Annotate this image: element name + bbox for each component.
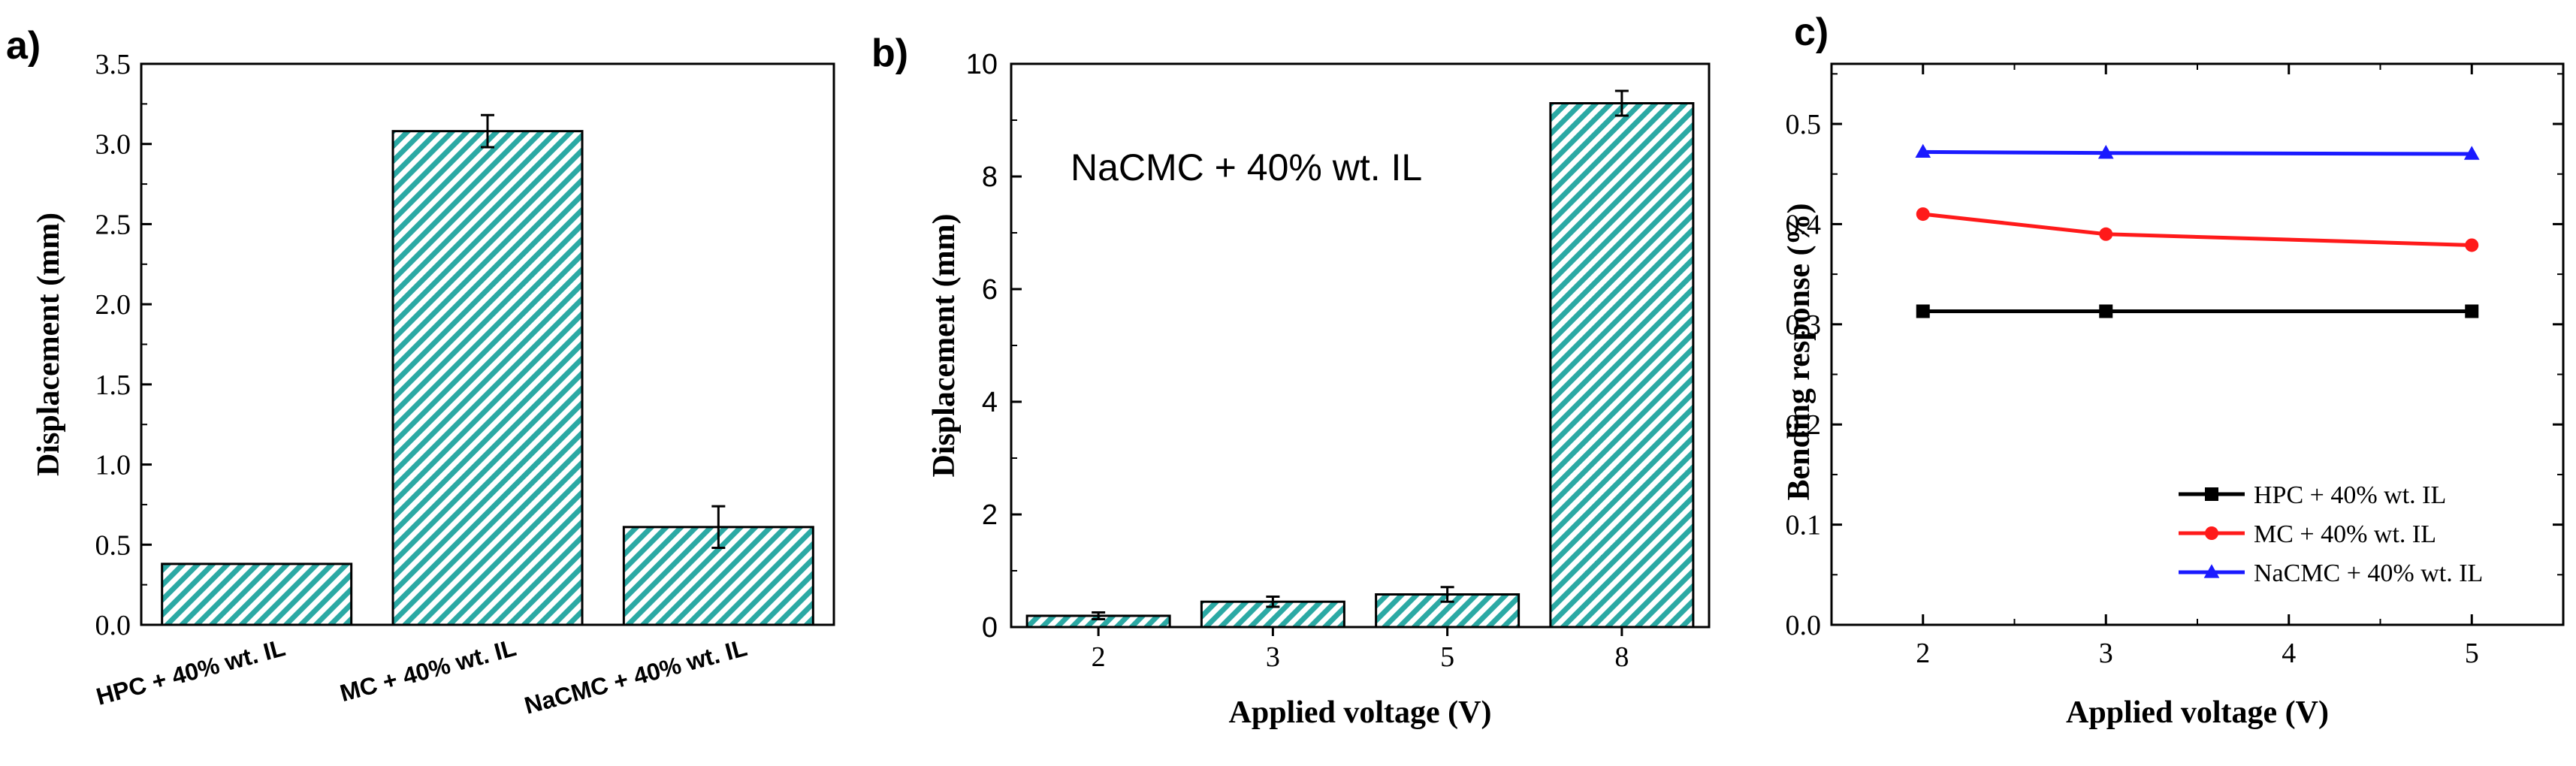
- y-axis-title: Displacement (mm): [32, 213, 66, 476]
- panel-b-bar-chart: 0 2 4 6 8 10 2 3 5 8 NaCMC + 40% wt. IL Applied vol…: [927, 49, 1711, 730]
- series-line: [1922, 149, 2472, 156]
- y-tick-label: 0.3: [1786, 309, 1822, 341]
- y-tick-label: 0.0: [95, 610, 131, 641]
- x-tick-label: 5: [1440, 641, 1454, 673]
- y-tick-label: 0.0: [1786, 610, 1822, 641]
- legend-entry-label: HPC + 40% wt. IL: [2254, 481, 2446, 509]
- marker-triangle: [2097, 144, 2114, 159]
- bar: [1549, 102, 1695, 629]
- x-axis-title: Applied voltage (V): [1229, 695, 1492, 730]
- x-category-label: NaCMC + 40% wt. IL: [521, 634, 750, 719]
- panel-c-label: c): [1794, 11, 1829, 54]
- x-tick-label: 3: [1266, 641, 1280, 673]
- x-tick-label: 8: [1614, 641, 1629, 673]
- bar: [391, 130, 584, 626]
- panel-c-line-chart: 0.0 0.1 0.2 0.3 0.4 0.5 2 3 4 5 HPC + 40% wt. IL MC…: [1782, 62, 2565, 730]
- y-tick-label: 2.5: [95, 209, 131, 240]
- marker-triangle: [2203, 564, 2220, 578]
- bar: [161, 562, 353, 626]
- marker-circle: [2099, 227, 2113, 241]
- legend-entry-label: NaCMC + 40% wt. IL: [2254, 559, 2483, 587]
- y-tick-label: 1.0: [95, 450, 131, 481]
- marker-square: [2465, 304, 2479, 318]
- marker-square: [2205, 487, 2218, 501]
- y-tick-label: 2.0: [95, 289, 131, 321]
- marker-square: [1916, 304, 1930, 318]
- x-category-label: HPC + 40% wt. IL: [93, 634, 288, 710]
- panel-annotation: NaCMC + 40% wt. IL: [1071, 146, 1422, 188]
- marker-circle: [2465, 238, 2479, 252]
- y-tick-label: 4: [982, 387, 998, 418]
- y-tick-label: 2: [982, 499, 998, 531]
- marker-circle: [1916, 207, 1930, 222]
- y-tick-label: 0.2: [1786, 409, 1822, 441]
- y-axis-title: Bending response (%): [1782, 204, 1816, 501]
- x-tick-label: 4: [2282, 638, 2296, 669]
- marker-triangle: [1915, 143, 1931, 158]
- panel-a-label: a): [6, 24, 41, 68]
- x-tick-label: 3: [2099, 638, 2113, 669]
- plot-frame: [1830, 62, 2565, 626]
- x-tick-label: 5: [2465, 638, 2479, 669]
- y-tick-label: 3.0: [95, 129, 131, 161]
- marker-triangle: [2463, 146, 2480, 160]
- y-tick-label: 0: [982, 612, 998, 644]
- y-tick-label: 6: [982, 274, 998, 306]
- y-tick-label: 0.5: [1786, 109, 1822, 140]
- y-tick-label: 0.4: [1786, 209, 1822, 240]
- y-tick-label: 1.5: [95, 369, 131, 401]
- y-tick-label: 0.1: [1786, 510, 1822, 541]
- y-axis-title: Displacement (mm): [927, 213, 962, 477]
- panel-a-bar-chart: 0.0 0.5 1.0 1.5 2.0 2.5 3.0 3.5 HPC + 40% wt. IL…: [32, 49, 835, 719]
- y-tick-label: 3.5: [95, 49, 131, 80]
- y-tick-label: 8: [982, 161, 998, 193]
- x-category-label: MC + 40% wt. IL: [337, 634, 519, 707]
- x-axis-title: Applied voltage (V): [2066, 695, 2329, 730]
- x-tick-label: 2: [1092, 641, 1106, 673]
- panel-b-label: b): [871, 32, 908, 75]
- y-tick-label: 0.5: [95, 529, 131, 561]
- y-tick-label: 10: [966, 49, 998, 80]
- series-line: [1922, 212, 2472, 247]
- x-tick-label: 2: [1916, 638, 1930, 669]
- marker-square: [2099, 304, 2113, 318]
- legend-entry-label: MC + 40% wt. IL: [2254, 520, 2436, 548]
- marker-circle: [2205, 526, 2218, 540]
